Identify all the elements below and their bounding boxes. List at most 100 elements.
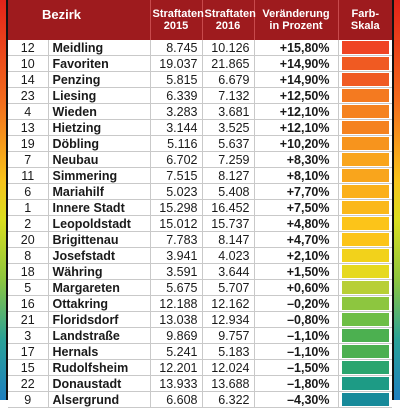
value-2016: 21.865 <box>202 55 255 72</box>
value-2016: 10.126 <box>202 40 255 56</box>
value-2016: 9.757 <box>202 327 255 344</box>
table-row: 13 Hietzing 3.144 3.525 +12,10% <box>8 119 392 136</box>
color-scale-left-border <box>0 0 6 400</box>
value-2016: 5.408 <box>202 183 255 200</box>
value-2016: 7.259 <box>202 151 255 168</box>
color-scale-cell <box>338 375 392 392</box>
value-2015: 9.869 <box>150 327 203 344</box>
table-row: 14 Penzing 5.815 6.679 +14,90% <box>8 71 392 88</box>
change-percent: +2,10% <box>254 247 339 264</box>
district-name: Neubau <box>48 151 151 168</box>
change-percent: +7,70% <box>254 183 339 200</box>
change-percent: +7,50% <box>254 199 339 216</box>
change-percent: –1,10% <box>254 327 339 344</box>
district-name: Simmering <box>48 167 151 184</box>
change-percent: –0,80% <box>254 311 339 328</box>
value-2015: 5.023 <box>150 183 203 200</box>
value-2015: 5.675 <box>150 279 203 296</box>
table-row: 16 Ottakring 12.188 12.162 –0,20% <box>8 295 392 312</box>
color-scale-cell <box>338 119 392 136</box>
change-percent: +8,10% <box>254 167 339 184</box>
color-scale-cell <box>338 295 392 312</box>
table-header-row: Bezirk Straftaten 2015 Straftaten 2016 V… <box>8 0 392 40</box>
color-scale-cell <box>338 279 392 296</box>
district-name: Rudolfsheim <box>48 359 151 376</box>
table-row: 10 Favoriten 19.037 21.865 +14,90% <box>8 55 392 72</box>
color-scale-cell <box>338 151 392 168</box>
district-name: Margareten <box>48 279 151 296</box>
value-2015: 7.515 <box>150 167 203 184</box>
color-scale-cell <box>338 359 392 376</box>
table-row: 5 Margareten 5.675 5.707 +0,60% <box>8 279 392 296</box>
color-swatch <box>341 153 389 166</box>
value-2015: 3.941 <box>150 247 203 264</box>
value-2016: 12.934 <box>202 311 255 328</box>
value-2015: 6.702 <box>150 151 203 168</box>
header-straftaten-2015: Straftaten 2015 <box>150 0 204 40</box>
color-scale-cell <box>338 135 392 152</box>
district-number: 3 <box>8 327 49 344</box>
color-scale-cell <box>338 87 392 104</box>
district-number: 10 <box>8 55 49 72</box>
change-percent: –1,50% <box>254 359 339 376</box>
value-2016: 12.162 <box>202 295 255 312</box>
change-percent: +8,30% <box>254 151 339 168</box>
table-row: 22 Donaustadt 13.933 13.688 –1,80% <box>8 375 392 392</box>
value-2015: 8.745 <box>150 40 203 56</box>
district-name: Liesing <box>48 87 151 104</box>
district-number: 2 <box>8 215 49 232</box>
change-percent: +14,90% <box>254 71 339 88</box>
color-swatch <box>341 377 389 390</box>
color-scale-right-border <box>394 0 400 400</box>
color-swatch <box>341 217 389 230</box>
value-2016: 6.679 <box>202 71 255 88</box>
district-number: 21 <box>8 311 49 328</box>
value-2016: 4.023 <box>202 247 255 264</box>
table-row: 3 Landstraße 9.869 9.757 –1,10% <box>8 327 392 344</box>
color-swatch <box>341 169 389 182</box>
district-number: 6 <box>8 183 49 200</box>
change-percent: –1,80% <box>254 375 339 392</box>
value-2015: 12.201 <box>150 359 203 376</box>
district-number: 7 <box>8 151 49 168</box>
color-swatch <box>341 265 389 278</box>
color-scale-cell <box>338 40 392 56</box>
district-name: Meidling <box>48 40 151 56</box>
color-swatch <box>341 361 389 374</box>
value-2015: 13.038 <box>150 311 203 328</box>
district-name: Josefstadt <box>48 247 151 264</box>
district-number: 15 <box>8 359 49 376</box>
district-name: Döbling <box>48 135 151 152</box>
color-swatch <box>341 249 389 262</box>
table-row: 19 Döbling 5.116 5.637 +10,20% <box>8 135 392 152</box>
color-swatch <box>341 137 389 150</box>
change-percent: +4,80% <box>254 215 339 232</box>
district-name: Währing <box>48 263 151 280</box>
district-name: Donaustadt <box>48 375 151 392</box>
color-swatch <box>341 73 389 86</box>
district-name: Mariahilf <box>48 183 151 200</box>
color-scale-cell <box>338 199 392 216</box>
district-number: 14 <box>8 71 49 88</box>
value-2015: 19.037 <box>150 55 203 72</box>
district-name: Brigittenau <box>48 231 151 248</box>
district-number: 22 <box>8 375 49 392</box>
change-percent: +0,60% <box>254 279 339 296</box>
header-straftaten-2016: Straftaten 2016 <box>202 0 256 40</box>
value-2016: 8.127 <box>202 167 255 184</box>
value-2016: 12.024 <box>202 359 255 376</box>
table-row: 6 Mariahilf 5.023 5.408 +7,70% <box>8 183 392 200</box>
value-2015: 7.783 <box>150 231 203 248</box>
district-number: 16 <box>8 295 49 312</box>
table-row: 23 Liesing 6.339 7.132 +12,50% <box>8 87 392 104</box>
table-row: 20 Brigittenau 7.783 8.147 +4,70% <box>8 231 392 248</box>
value-2016: 15.737 <box>202 215 255 232</box>
header-bezirk: Bezirk <box>8 0 151 40</box>
district-number: 20 <box>8 231 49 248</box>
district-name: Favoriten <box>48 55 151 72</box>
table-row: 18 Währing 3.591 3.644 +1,50% <box>8 263 392 280</box>
district-number: 8 <box>8 247 49 264</box>
district-name: Landstraße <box>48 327 151 344</box>
district-number: 5 <box>8 279 49 296</box>
color-scale-cell <box>338 55 392 72</box>
